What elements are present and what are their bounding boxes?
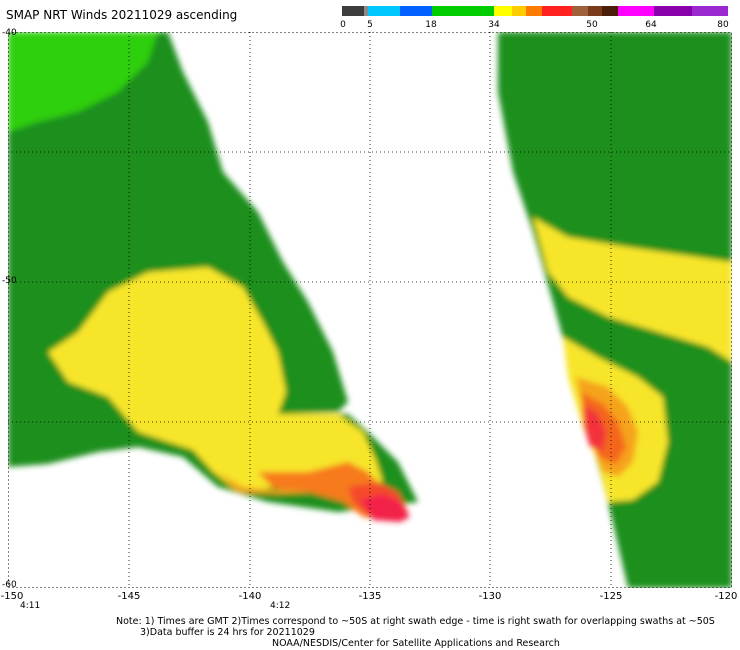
map-graticule bbox=[8, 32, 732, 588]
note-line-2: 3)Data buffer is 24 hrs for 20211029 bbox=[140, 627, 315, 638]
lon-label: -140 bbox=[238, 591, 262, 602]
colorbar-tick: 64 bbox=[645, 20, 657, 30]
lat-label: -60 bbox=[2, 580, 17, 590]
colorbar-tick: 50 bbox=[586, 20, 598, 30]
lon-label: -150 bbox=[0, 591, 24, 602]
right-swath bbox=[498, 32, 732, 588]
lon-label: -135 bbox=[358, 591, 382, 602]
colorbar-tick: 0 bbox=[340, 20, 346, 30]
colorbar-tick: 34 bbox=[488, 20, 500, 30]
lon-label: -130 bbox=[478, 591, 502, 602]
colorbar-tick: 5 bbox=[367, 20, 373, 30]
swath-time-left: 4:11 bbox=[20, 601, 41, 611]
colorbar-tick: 18 bbox=[425, 20, 437, 30]
left-swath bbox=[8, 32, 418, 522]
colorbar-tick: 80 bbox=[717, 20, 729, 30]
lat-label: -50 bbox=[2, 276, 17, 286]
map-title: SMAP NRT Winds 20211029 ascending bbox=[6, 8, 238, 22]
colorbar-tick-labels: 0 5 18 34 50 64 80 bbox=[0, 20, 740, 32]
wind-speed-colorbar bbox=[342, 6, 728, 16]
lon-label: -145 bbox=[117, 591, 141, 602]
note-line-3: NOAA/NESDIS/Center for Satellite Applica… bbox=[272, 638, 560, 649]
lon-label: -125 bbox=[599, 591, 623, 602]
wind-swath-map bbox=[8, 32, 732, 588]
note-line-1: Note: 1) Times are GMT 2)Times correspon… bbox=[116, 616, 715, 627]
lat-label: -40 bbox=[2, 28, 17, 38]
lon-label: -120 bbox=[714, 591, 738, 602]
swath-time-right: 4:12 bbox=[270, 601, 291, 611]
